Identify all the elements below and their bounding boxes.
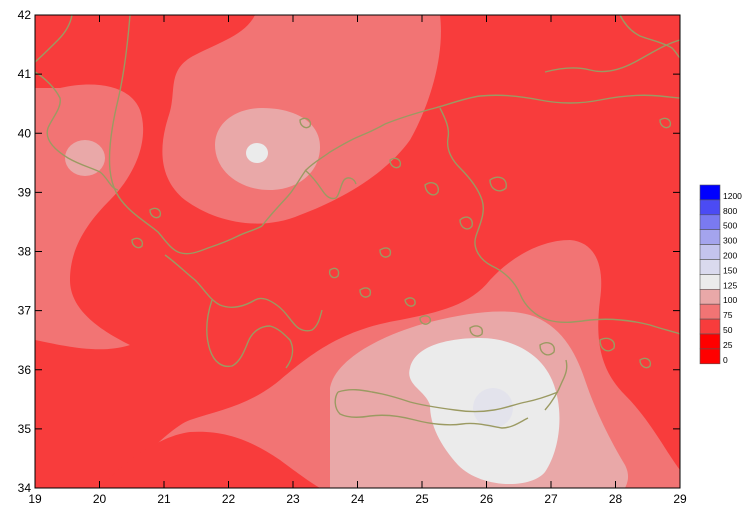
legend-swatch — [699, 244, 721, 260]
contour-100-125-north — [246, 143, 268, 163]
legend-swatch — [699, 199, 721, 216]
legend-label: 25 — [723, 340, 733, 350]
legend-label: 800 — [723, 206, 737, 216]
x-tick-label: 21 — [157, 492, 171, 506]
color-legend: 1200 800 500 300 200 150 125 100 75 50 25 0 — [699, 184, 742, 365]
legend-swatch — [699, 303, 721, 320]
y-tick-label: 42 — [18, 8, 32, 22]
legend-swatch — [699, 348, 721, 365]
x-tick-label: 26 — [480, 492, 494, 506]
y-tick-label: 37 — [18, 304, 32, 318]
x-tick-label: 22 — [222, 492, 236, 506]
contour-125-150-southeast — [473, 388, 513, 428]
legend-swatch — [699, 333, 721, 350]
x-tick-label: 25 — [415, 492, 429, 506]
y-axis: 34 35 36 37 38 39 40 41 42 — [18, 8, 680, 495]
x-tick-label: 28 — [609, 492, 623, 506]
contour-50-75-west — [35, 84, 144, 350]
legend-swatch — [699, 288, 721, 305]
legend-swatch — [699, 184, 721, 201]
legend-label: 50 — [723, 325, 733, 335]
legend-swatch — [699, 318, 721, 335]
legend-label: 500 — [723, 221, 737, 231]
legend-swatch — [699, 259, 721, 275]
legend-label: 300 — [723, 236, 737, 246]
legend-label: 100 — [723, 295, 737, 305]
x-tick-label: 19 — [28, 492, 42, 506]
contour-75-100-north — [215, 108, 320, 190]
legend-swatch — [699, 274, 721, 290]
y-tick-label: 36 — [18, 363, 32, 377]
legend-swatch — [699, 229, 721, 245]
legend-label: 125 — [723, 280, 737, 290]
contour-fill — [35, 15, 680, 488]
legend-label: 75 — [723, 310, 733, 320]
legend-swatch — [699, 214, 721, 231]
contour-75-100-west — [65, 140, 105, 176]
coastline — [35, 15, 680, 429]
y-tick-label: 34 — [18, 481, 32, 495]
y-tick-label: 35 — [18, 422, 32, 436]
y-tick-label: 39 — [18, 185, 32, 199]
legend-label: 200 — [723, 251, 737, 261]
legend-label: 150 — [723, 265, 737, 275]
contour-0-25-south — [100, 431, 320, 488]
y-tick-label: 40 — [18, 126, 32, 140]
x-axis: 19 20 21 22 23 24 25 26 27 28 29 — [28, 15, 687, 506]
x-tick-label: 27 — [544, 492, 558, 506]
x-tick-label: 23 — [286, 492, 300, 506]
y-tick-label: 41 — [18, 67, 32, 81]
legend-label: 1200 — [723, 191, 742, 201]
legend-label: 0 — [723, 355, 728, 365]
x-tick-label: 24 — [351, 492, 365, 506]
y-tick-label: 38 — [18, 245, 32, 259]
x-tick-label: 20 — [93, 492, 107, 506]
x-tick-label: 29 — [673, 492, 687, 506]
